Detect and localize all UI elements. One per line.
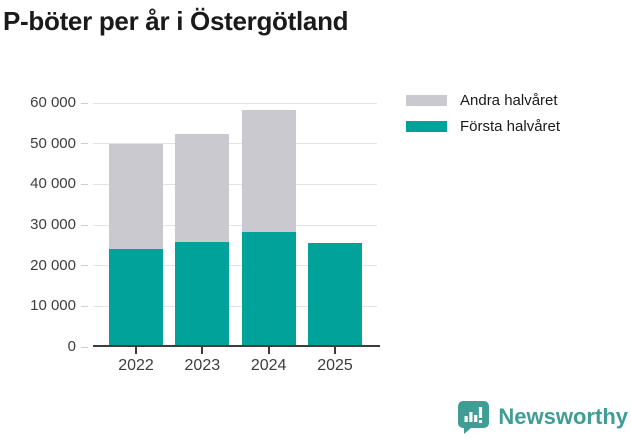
brand-name: Newsworthy [498,404,628,429]
y-axis-tick-label: 20 000 [30,256,76,274]
bar-segment [109,248,163,347]
y-axis-tick-label: 50 000 [30,134,76,152]
x-axis-tick-label: 2022 [118,357,154,374]
x-axis-tick [201,347,204,354]
x-axis-tick [267,347,270,354]
chart-title: P-böter per år i Östergötland [3,6,349,36]
x-axis-line [93,345,380,347]
gridline [93,224,377,226]
bar-segment [175,242,230,347]
newsworthy-brand-link[interactable]: Newsworthy [457,400,628,434]
y-axis-tick-label: 30 000 [30,216,76,233]
bar-segment [175,134,230,243]
y-axis-tick-label: 40 000 [30,175,76,193]
gridline [93,305,377,307]
gridline [93,143,377,145]
legend-label: Första halvåret [460,118,561,135]
y-axis-tick-label: 60 000 [30,94,76,111]
legend-label: Andra halvåret [460,92,558,109]
bar-segment [241,110,296,233]
gridline [93,102,377,104]
y-axis-tick [81,183,88,185]
legend-swatch [406,121,447,132]
newsworthy-logo-icon [457,400,490,434]
x-axis-tick-label: 2023 [184,357,221,374]
gridline [93,183,377,185]
legend: Andra halvåret Första halvåret [406,92,560,144]
gridline [93,265,377,267]
y-axis-tick [81,224,88,226]
y-axis-tick-label: 10 000 [30,297,76,315]
y-axis-tick [81,143,88,145]
y-axis-tick [81,265,88,267]
legend-item: Första halvåret [406,118,560,135]
bar-segment [241,232,296,347]
x-axis-tick [333,347,336,354]
legend-swatch [406,95,447,106]
bar-segment [307,242,362,347]
bar-segment [109,143,163,249]
y-axis-tick-label: 0 [67,338,76,355]
x-axis-tick-label: 2025 [317,357,353,374]
y-axis-tick [81,102,88,104]
x-axis-tick-label: 2024 [250,357,287,374]
y-axis-tick [81,305,88,307]
x-axis-tick [135,347,137,354]
legend-item: Andra halvåret [406,92,560,109]
y-axis-tick [81,346,88,348]
